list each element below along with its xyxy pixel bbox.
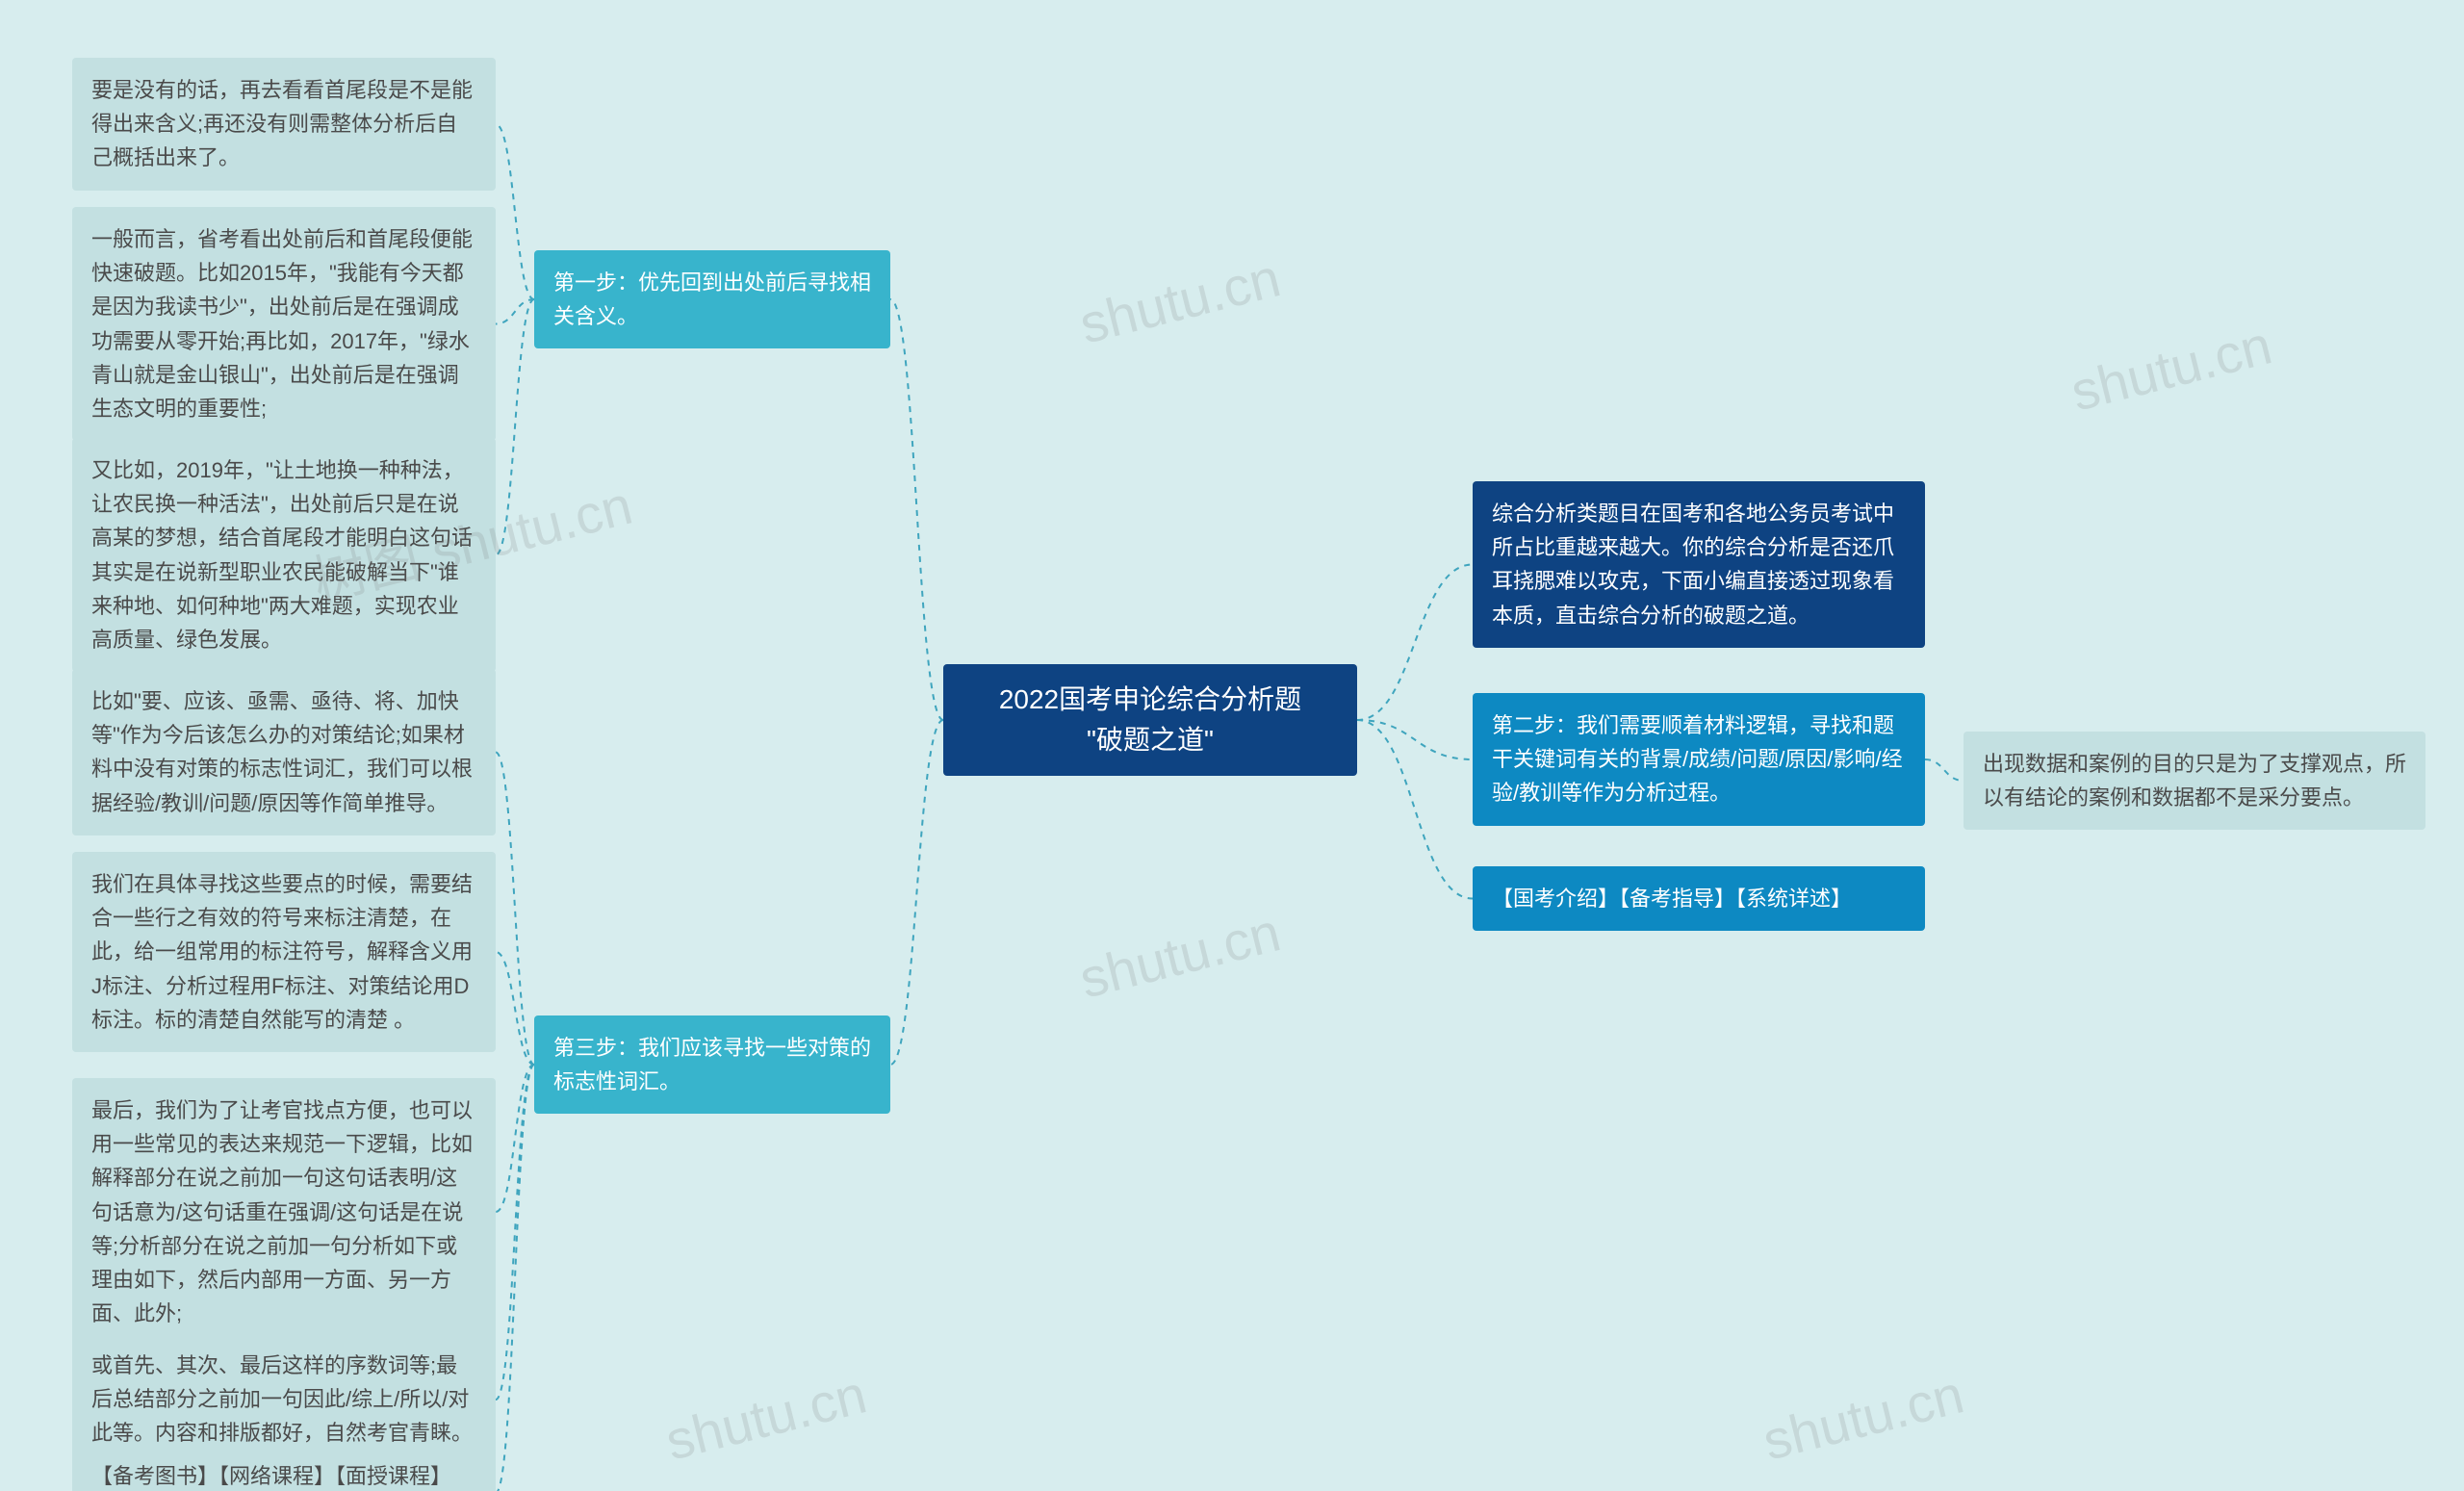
center-node: 2022国考申论综合分析题"破题之道" (943, 664, 1357, 776)
watermark: shutu.cn (1757, 1362, 1969, 1472)
step1-leaf-b: 一般而言，省考看出处前后和首尾段便能快速破题。比如2015年，"我能有今天都是因… (72, 207, 496, 441)
step2-leaf: 出现数据和案例的目的只是为了支撑观点，所以有结论的案例和数据都不是采分要点。 (1964, 732, 2426, 830)
left-branch-step1: 第一步：优先回到出处前后寻找相关含义。 (534, 250, 890, 348)
right-branch-intro: 综合分析类题目在国考和各地公务员考试中所占比重越来越大。你的综合分析是否还爪耳挠… (1473, 481, 1925, 648)
watermark: shutu.cn (2065, 313, 2277, 423)
step3-leaf-b: 我们在具体寻找这些要点的时候，需要结合一些行之有效的符号来标注清楚，在此，给一组… (72, 852, 496, 1052)
watermark: shutu.cn (1073, 245, 1286, 355)
step1-leaf-a: 要是没有的话，再去看看首尾段是不是能得出来含义;再还没有则需整体分析后自己概括出… (72, 58, 496, 191)
watermark: shutu.cn (1073, 900, 1286, 1010)
step1-leaf-c: 又比如，2019年，"让土地换一种种法，让农民换一种活法"，出处前后只是在说高某… (72, 438, 496, 672)
right-branch-links: 【国考介绍】【备考指导】【系统详述】 (1473, 866, 1925, 931)
watermark: shutu.cn (659, 1362, 872, 1472)
right-branch-step2: 第二步：我们需要顺着材料逻辑，寻找和题干关键词有关的背景/成绩/问题/原因/影响… (1473, 693, 1925, 826)
left-branch-step3: 第三步：我们应该寻找一些对策的标志性词汇。 (534, 1015, 890, 1114)
step3-leaf-c: 最后，我们为了让考官找点方便，也可以用一些常见的表达来规范一下逻辑，比如解释部分… (72, 1078, 496, 1346)
step3-leaf-a: 比如"要、应该、亟需、亟待、将、加快等"作为今后该怎么办的对策结论;如果材料中没… (72, 669, 496, 835)
step3-leaf-e: 【备考图书】【网络课程】【面授课程】【国考热门系统考情详解】 (72, 1444, 496, 1491)
